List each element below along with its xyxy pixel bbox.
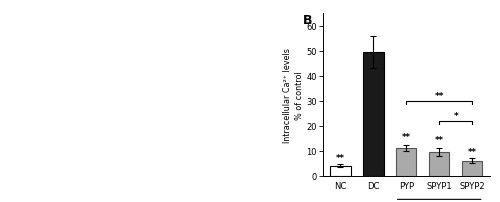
Bar (330, 166, 350, 176)
Text: B: B (302, 14, 312, 27)
Text: **: ** (434, 135, 444, 144)
Bar (363, 53, 384, 176)
Text: **: ** (434, 92, 444, 101)
Text: **: ** (402, 133, 411, 141)
Text: **: ** (468, 147, 476, 156)
Y-axis label: Intracellular Ca²⁺ levels
% of control: Intracellular Ca²⁺ levels % of control (282, 48, 304, 142)
Text: *: * (454, 112, 458, 121)
Bar (429, 152, 450, 176)
Text: **: ** (336, 153, 345, 162)
Bar (396, 148, 416, 176)
Bar (462, 161, 482, 176)
